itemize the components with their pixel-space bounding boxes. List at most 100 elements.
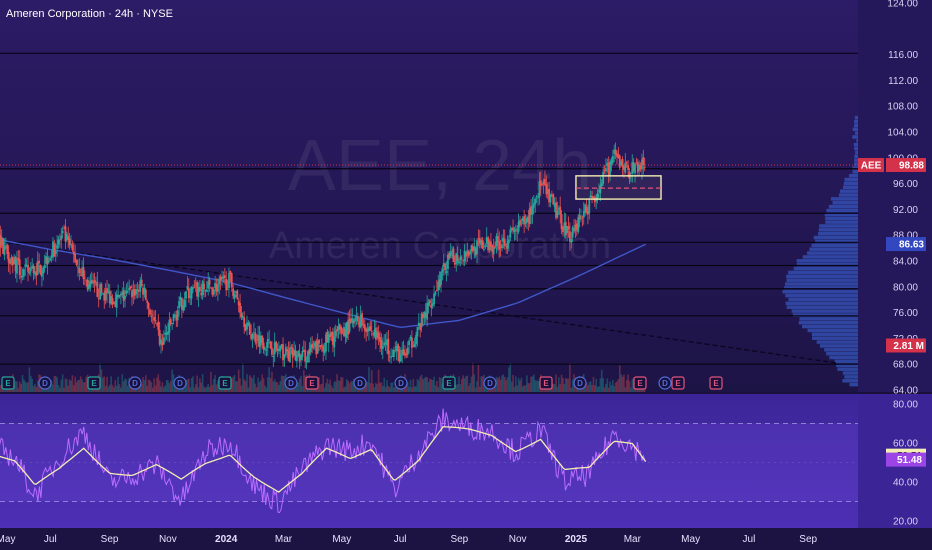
candle-body	[57, 239, 60, 245]
candle-body	[164, 332, 167, 335]
candle-body	[566, 225, 569, 234]
candle-body	[233, 294, 236, 299]
event-marker[interactable]: E	[671, 376, 685, 390]
volume-bar	[118, 384, 121, 392]
volume-bar	[523, 385, 525, 392]
volume-profile-bar	[812, 336, 858, 340]
volume-bar	[185, 380, 187, 392]
volume-bar	[336, 374, 338, 392]
candle-body	[275, 341, 277, 349]
volume-bar	[215, 384, 218, 392]
volume-profile-bar	[792, 313, 858, 317]
volume-bar	[84, 382, 86, 392]
event-marker[interactable]: D	[284, 376, 298, 390]
event-marker[interactable]: D	[483, 376, 497, 390]
event-marker[interactable]: D	[128, 376, 142, 390]
event-marker[interactable]: E	[709, 376, 723, 390]
candle-body	[71, 244, 74, 251]
candle-body	[282, 344, 284, 361]
volume-bar	[515, 376, 517, 392]
candle-body	[65, 234, 68, 241]
event-marker[interactable]: E	[87, 376, 101, 390]
volume-bar	[183, 384, 186, 392]
candlestick-series[interactable]	[0, 142, 646, 370]
volume-bar	[552, 383, 555, 392]
candle-body	[616, 153, 618, 157]
volume-bar	[321, 383, 323, 392]
event-marker[interactable]: D	[394, 376, 408, 390]
volume-profile-bar	[788, 297, 858, 302]
candle-body	[25, 265, 28, 267]
candle-body	[323, 349, 326, 353]
volume-bar	[606, 378, 609, 392]
candle-body	[124, 296, 126, 299]
dividend-marker-circle	[483, 376, 497, 390]
volume-bar	[211, 384, 214, 392]
candle-body	[219, 276, 222, 281]
volume-bar	[333, 381, 336, 392]
volume-bar	[14, 381, 17, 392]
candle-body	[510, 228, 513, 231]
candle-body	[230, 273, 233, 288]
price-badge-value: 2.81 M	[893, 341, 924, 352]
event-marker[interactable]: D	[173, 376, 187, 390]
candle-body	[586, 211, 589, 215]
event-marker[interactable]: D	[573, 376, 587, 390]
time-axis[interactable]: May Jul Sep Nov 2024 Mar May Jul Sep Nov 2025 Mar Ma…	[0, 534, 818, 545]
candle-body	[262, 342, 265, 350]
event-marker[interactable]: E	[442, 376, 456, 390]
event-marker[interactable]: E	[218, 376, 232, 390]
event-marker[interactable]: D	[38, 376, 52, 390]
event-marker[interactable]: E	[539, 376, 553, 390]
candle-body	[114, 301, 117, 307]
candle-body	[67, 236, 70, 240]
horizontal-levels[interactable]	[0, 52, 858, 365]
volume-bar	[402, 387, 405, 392]
volume-bar	[563, 384, 566, 392]
volume-bar	[75, 382, 78, 392]
volume-profile-bar	[848, 173, 858, 178]
candle-body	[526, 217, 528, 223]
candle-body	[537, 197, 539, 199]
time-tick-label: Jul	[743, 534, 756, 545]
rsi-pane[interactable]	[0, 408, 858, 514]
volume-bar	[344, 386, 347, 392]
volume-bar	[376, 384, 379, 392]
candle-body	[352, 320, 355, 324]
volume-bar	[379, 382, 381, 392]
candle-body	[88, 284, 90, 289]
volume-bar	[168, 383, 171, 392]
candle-body	[477, 237, 480, 240]
volume-bar	[426, 377, 428, 392]
candle-body	[318, 339, 320, 344]
volume-bar	[538, 382, 541, 392]
time-tick-label: Sep	[101, 534, 119, 545]
time-tick-label: Jul	[394, 534, 407, 545]
event-marker[interactable]: E	[633, 376, 647, 390]
volume-bar	[519, 380, 521, 392]
event-marker[interactable]: E	[305, 376, 319, 390]
candle-body	[21, 276, 24, 277]
supply-zone-group[interactable]	[575, 175, 662, 200]
volume-bar	[341, 377, 344, 392]
trendline-group[interactable]	[0, 240, 837, 364]
volume-profile-bar	[785, 301, 858, 306]
dividend-marker-circle	[394, 376, 408, 390]
candle-body	[131, 290, 133, 298]
volume-profile-bar	[811, 243, 858, 248]
volume-bar	[72, 385, 75, 392]
candle-body	[214, 282, 217, 289]
candle-body	[100, 283, 103, 293]
volume-bar	[390, 382, 392, 392]
candle-body	[182, 305, 185, 311]
volume-profile-bar	[802, 255, 858, 259]
event-marker[interactable]: D	[353, 376, 367, 390]
event-marker[interactable]: D	[658, 376, 672, 390]
volume-bar	[366, 381, 369, 392]
event-marker[interactable]: E	[1, 376, 15, 390]
rsi-axis[interactable]: 80.00 60.00 40.00 20.00	[893, 400, 918, 528]
volume-bar	[149, 380, 151, 392]
candle-body	[570, 239, 573, 243]
